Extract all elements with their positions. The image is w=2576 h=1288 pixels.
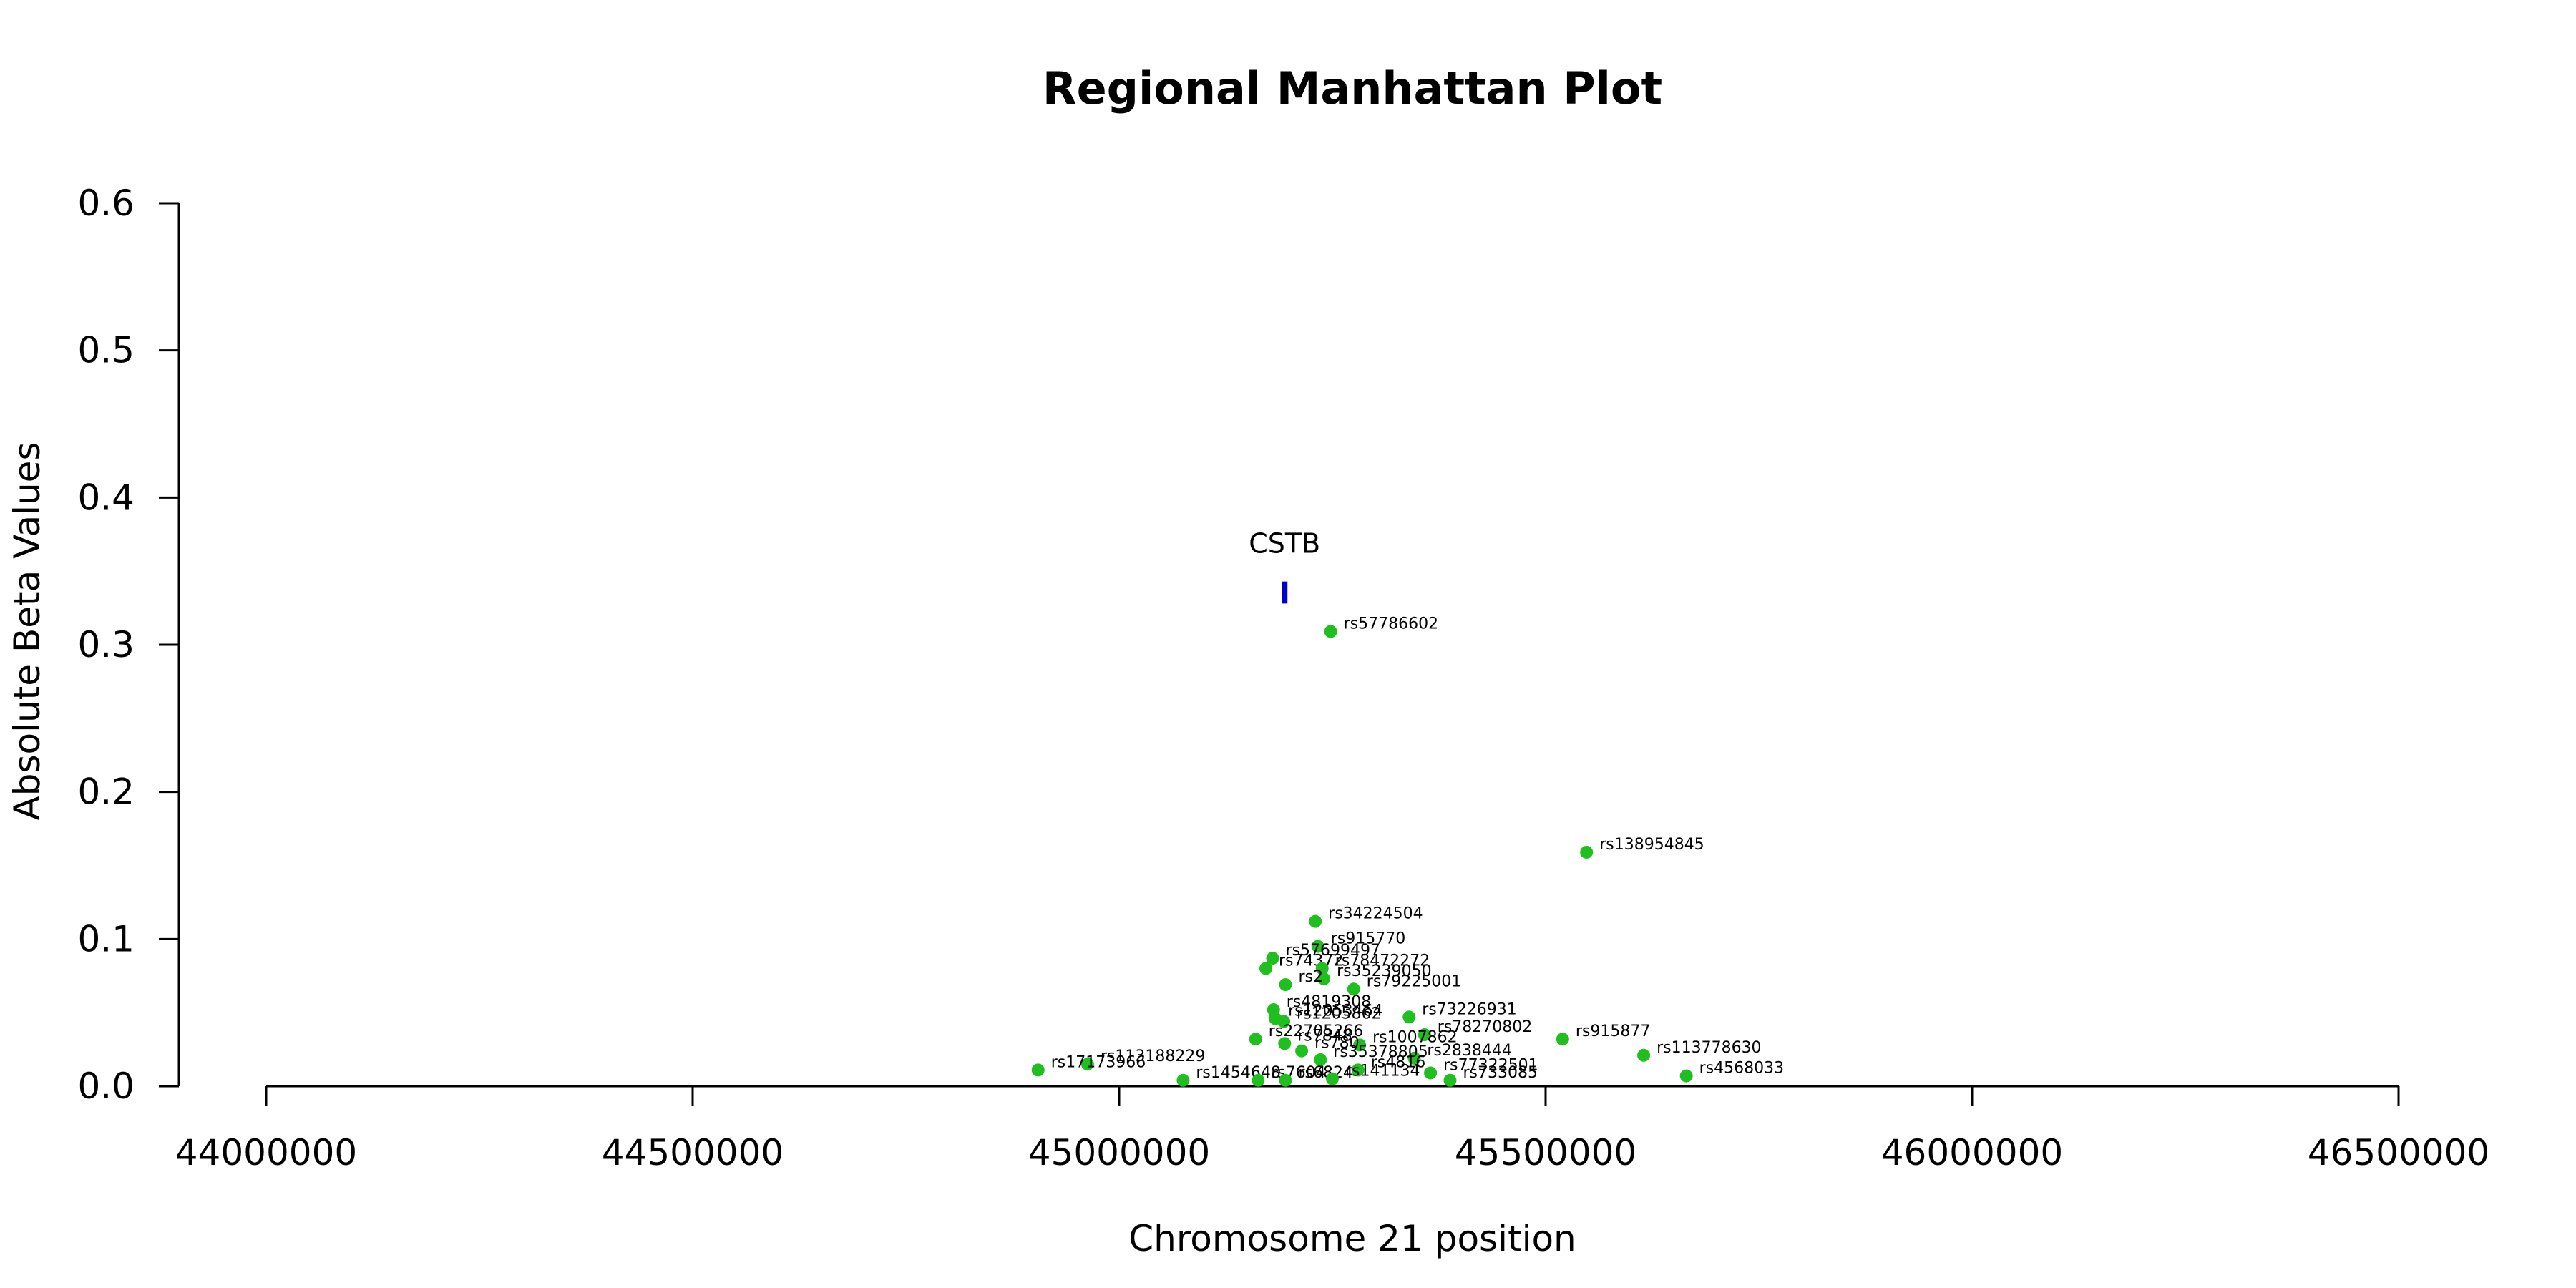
gene-annotations: CSTB xyxy=(1249,528,1320,604)
snp-label: rs915770 xyxy=(1331,930,1406,948)
snp-point xyxy=(1326,1072,1339,1085)
snp-point xyxy=(1402,1010,1416,1024)
y-tick-label: 0.3 xyxy=(77,624,135,665)
y-tick-label: 0.6 xyxy=(77,182,135,224)
x-tick-label: 46000000 xyxy=(1881,1132,2064,1174)
chart-title: Regional Manhattan Plot xyxy=(1043,62,1662,114)
y-tick-label: 0.4 xyxy=(77,477,135,518)
snp-point xyxy=(1407,1051,1421,1065)
snp-label: rs57786602 xyxy=(1344,615,1438,633)
y-tick-label: 0.1 xyxy=(77,918,135,960)
snp-label: rs34224504 xyxy=(1328,905,1423,923)
snp-point xyxy=(1311,940,1324,953)
gene-label: CSTB xyxy=(1249,528,1320,560)
snp-label: rs74372 xyxy=(1279,952,1344,970)
snp-label: rs2838444 xyxy=(1427,1042,1512,1060)
snp-label: rs780 xyxy=(1314,1035,1360,1053)
snp-point xyxy=(1249,1033,1262,1046)
snp-point xyxy=(1279,978,1292,992)
snp-label: rs4819308 xyxy=(1287,993,1372,1011)
x-axis-label: Chromosome 21 position xyxy=(1128,1218,1576,1259)
snp-label: rs7848 xyxy=(1297,1027,1352,1045)
snp-point xyxy=(1556,1033,1569,1046)
snp-label: rs78270802 xyxy=(1438,1018,1532,1036)
snp-label: rs57699497 xyxy=(1286,942,1380,960)
snp-label: rs138954845 xyxy=(1599,836,1704,854)
snp-point xyxy=(1637,1048,1651,1062)
y-tick-label: 0.0 xyxy=(77,1065,135,1107)
y-tick-label: 0.2 xyxy=(77,771,135,813)
snp-point xyxy=(1580,845,1594,859)
snp-label: rs1007862 xyxy=(1372,1028,1458,1046)
snp-point xyxy=(1424,1066,1438,1080)
x-tick-label: 44500000 xyxy=(602,1132,784,1174)
snp-point xyxy=(1031,1063,1045,1077)
snp-point xyxy=(1279,1073,1292,1087)
snp-points: rs57786602rs138954845rs34224504rs915770r… xyxy=(1031,615,1785,1087)
snp-label: rs35378805 xyxy=(1333,1043,1428,1061)
snp-label: rs141134 xyxy=(1345,1063,1420,1080)
snp-point xyxy=(1314,1053,1327,1066)
snp-label: rs113188229 xyxy=(1101,1048,1205,1065)
snp-point xyxy=(1266,952,1279,965)
snp-label: rs77322501 xyxy=(1443,1056,1538,1074)
snp-label: rs1205862 xyxy=(1297,1005,1382,1023)
snp-point xyxy=(1080,1058,1094,1071)
snp-point xyxy=(1295,1044,1309,1058)
snp-label: rs78472272 xyxy=(1335,952,1430,970)
snp-label: rs2 xyxy=(1298,968,1323,986)
snp-label: rs4816 xyxy=(1371,1053,1426,1071)
snp-label: rs1454648 xyxy=(1196,1064,1281,1082)
snp-point xyxy=(1324,625,1337,638)
snp-point xyxy=(1418,1028,1431,1042)
snp-point xyxy=(1353,1038,1367,1052)
snp-point xyxy=(1259,962,1273,975)
snp-point xyxy=(1278,1037,1292,1050)
snp-label: rs4568033 xyxy=(1699,1060,1785,1078)
x-tick-label: 45000000 xyxy=(1028,1132,1211,1174)
axes: 0.0 0.1 0.2 0.3 0.4 0.5 0.6 44000000 44500000 450… xyxy=(77,182,2489,1174)
x-tick-label: 44000000 xyxy=(175,1132,358,1174)
snp-point xyxy=(1176,1073,1190,1087)
y-axis-label: Absolute Beta Values xyxy=(6,442,48,821)
snp-point xyxy=(1315,962,1329,975)
snp-label: rs915877 xyxy=(1576,1023,1651,1040)
snp-label: rs17173966 xyxy=(1051,1053,1146,1071)
snp-point xyxy=(1309,914,1322,928)
snp-label: rs733085 xyxy=(1463,1064,1538,1082)
snp-label: rs113778630 xyxy=(1657,1039,1761,1057)
snp-point xyxy=(1443,1073,1457,1087)
snp-point xyxy=(1252,1073,1265,1087)
snp-label: rs6824 xyxy=(1298,1064,1353,1082)
x-tick-label: 46500000 xyxy=(2308,1132,2490,1174)
snp-point xyxy=(1351,1063,1365,1077)
snp-label: rs35239050 xyxy=(1337,962,1431,980)
snp-point xyxy=(1347,982,1360,996)
y-tick-label: 0.5 xyxy=(77,330,135,371)
snp-label: rs79225001 xyxy=(1367,972,1461,990)
snp-label: rs12053464 xyxy=(1288,1002,1382,1020)
x-tick-label: 45500000 xyxy=(1455,1132,1637,1174)
snp-label: rs73226931 xyxy=(1422,1000,1516,1018)
snp-point xyxy=(1679,1069,1693,1083)
snp-point xyxy=(1317,972,1331,985)
snp-point xyxy=(1277,1015,1291,1028)
